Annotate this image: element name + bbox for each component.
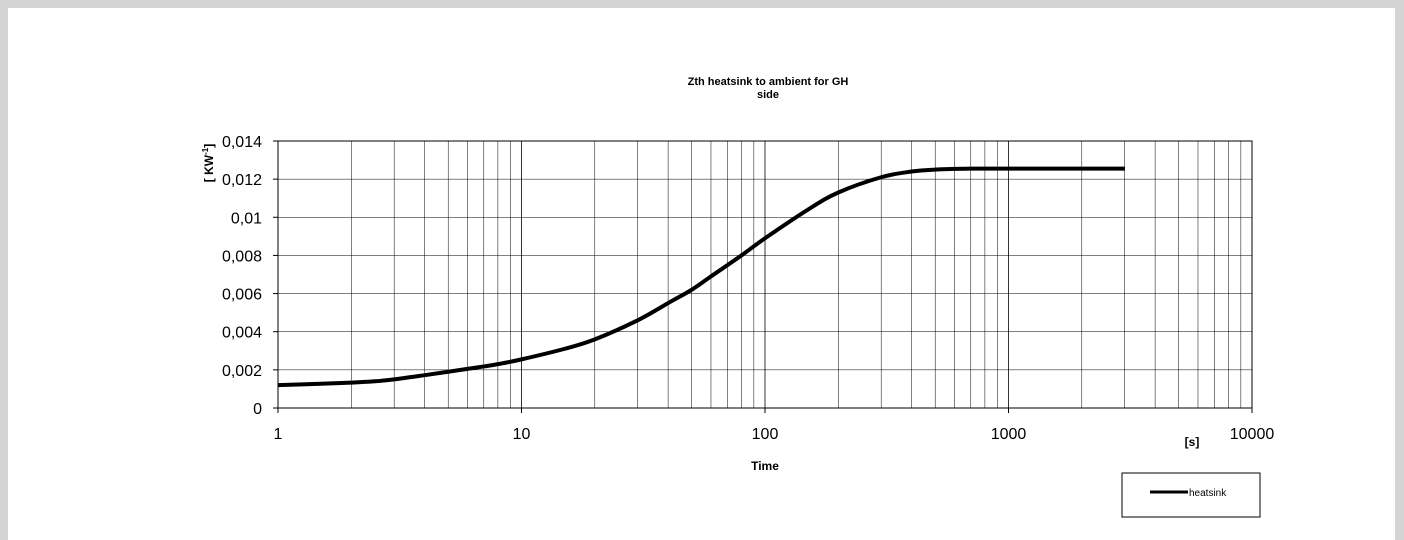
x-tick-label: 100 [752,426,779,443]
x-tick-label: 10000 [1230,426,1275,443]
legend-box [1121,472,1261,518]
y-tick-label: 0,002 [222,363,262,380]
y-axis-title: [ KW-1] [201,144,216,182]
legend: heatsink [1121,472,1261,518]
y-tick-label: 0,012 [222,172,262,189]
chart-title: Zth heatsink to ambient for GH [688,76,849,88]
chart-subtitle: side [757,89,779,101]
y-axis-title-sup: -1 [201,147,210,155]
series-line-heatsink [277,166,1125,388]
x-axis-title: Time [751,459,779,473]
y-tick-label: 0,008 [222,248,262,265]
series-layer [277,166,1125,388]
x-tick-label: 10 [513,426,531,443]
y-tick-label: 0,006 [222,287,262,304]
y-tick-label: 0,01 [231,210,262,227]
grid-minor [351,141,1242,408]
y-tick-label: 0 [253,401,262,418]
y-tick-labels: 0 0,002 0,004 0,006 0,008 0,01 0,012 0,014 [222,134,262,418]
x-tick-labels: 1 10 100 1000 10000 [274,408,1275,443]
y-tick-label: 0,004 [222,325,262,342]
chart-background [8,8,1395,540]
legend-label-heatsink: heatsink [1189,488,1227,499]
y-axis-title-end: ] [202,144,216,148]
x-tick-label: 1000 [991,426,1027,443]
x-tick-label: 1 [274,426,283,443]
grid-major [273,140,1252,409]
y-tick-label: 0,014 [222,134,262,151]
y-axis-title-main: [ KW [202,154,216,182]
svg-text:[ KW-1]: [ KW-1] [201,144,216,182]
x-axis-unit: [s] [1185,435,1200,449]
